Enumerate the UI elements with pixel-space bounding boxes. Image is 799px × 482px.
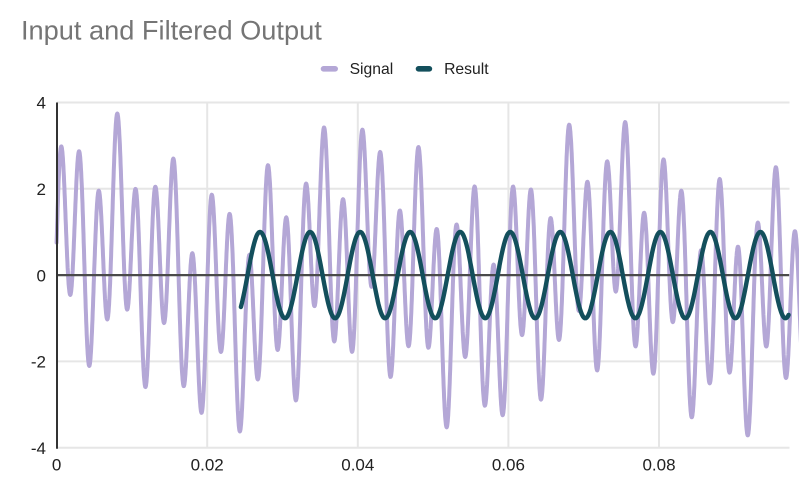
svg-text:0.04: 0.04 <box>341 456 374 475</box>
svg-text:-2: -2 <box>31 353 46 372</box>
svg-text:0.02: 0.02 <box>191 456 224 475</box>
svg-text:Input and Filtered Output: Input and Filtered Output <box>21 14 322 45</box>
svg-text:0.06: 0.06 <box>492 456 525 475</box>
svg-text:2: 2 <box>37 180 46 199</box>
svg-text:Signal: Signal <box>350 61 394 78</box>
svg-text:0: 0 <box>52 456 61 475</box>
svg-text:Result: Result <box>444 61 489 78</box>
svg-text:0.08: 0.08 <box>642 456 675 475</box>
svg-text:4: 4 <box>37 94 46 113</box>
svg-text:-4: -4 <box>31 439 46 458</box>
svg-text:0: 0 <box>37 266 46 285</box>
